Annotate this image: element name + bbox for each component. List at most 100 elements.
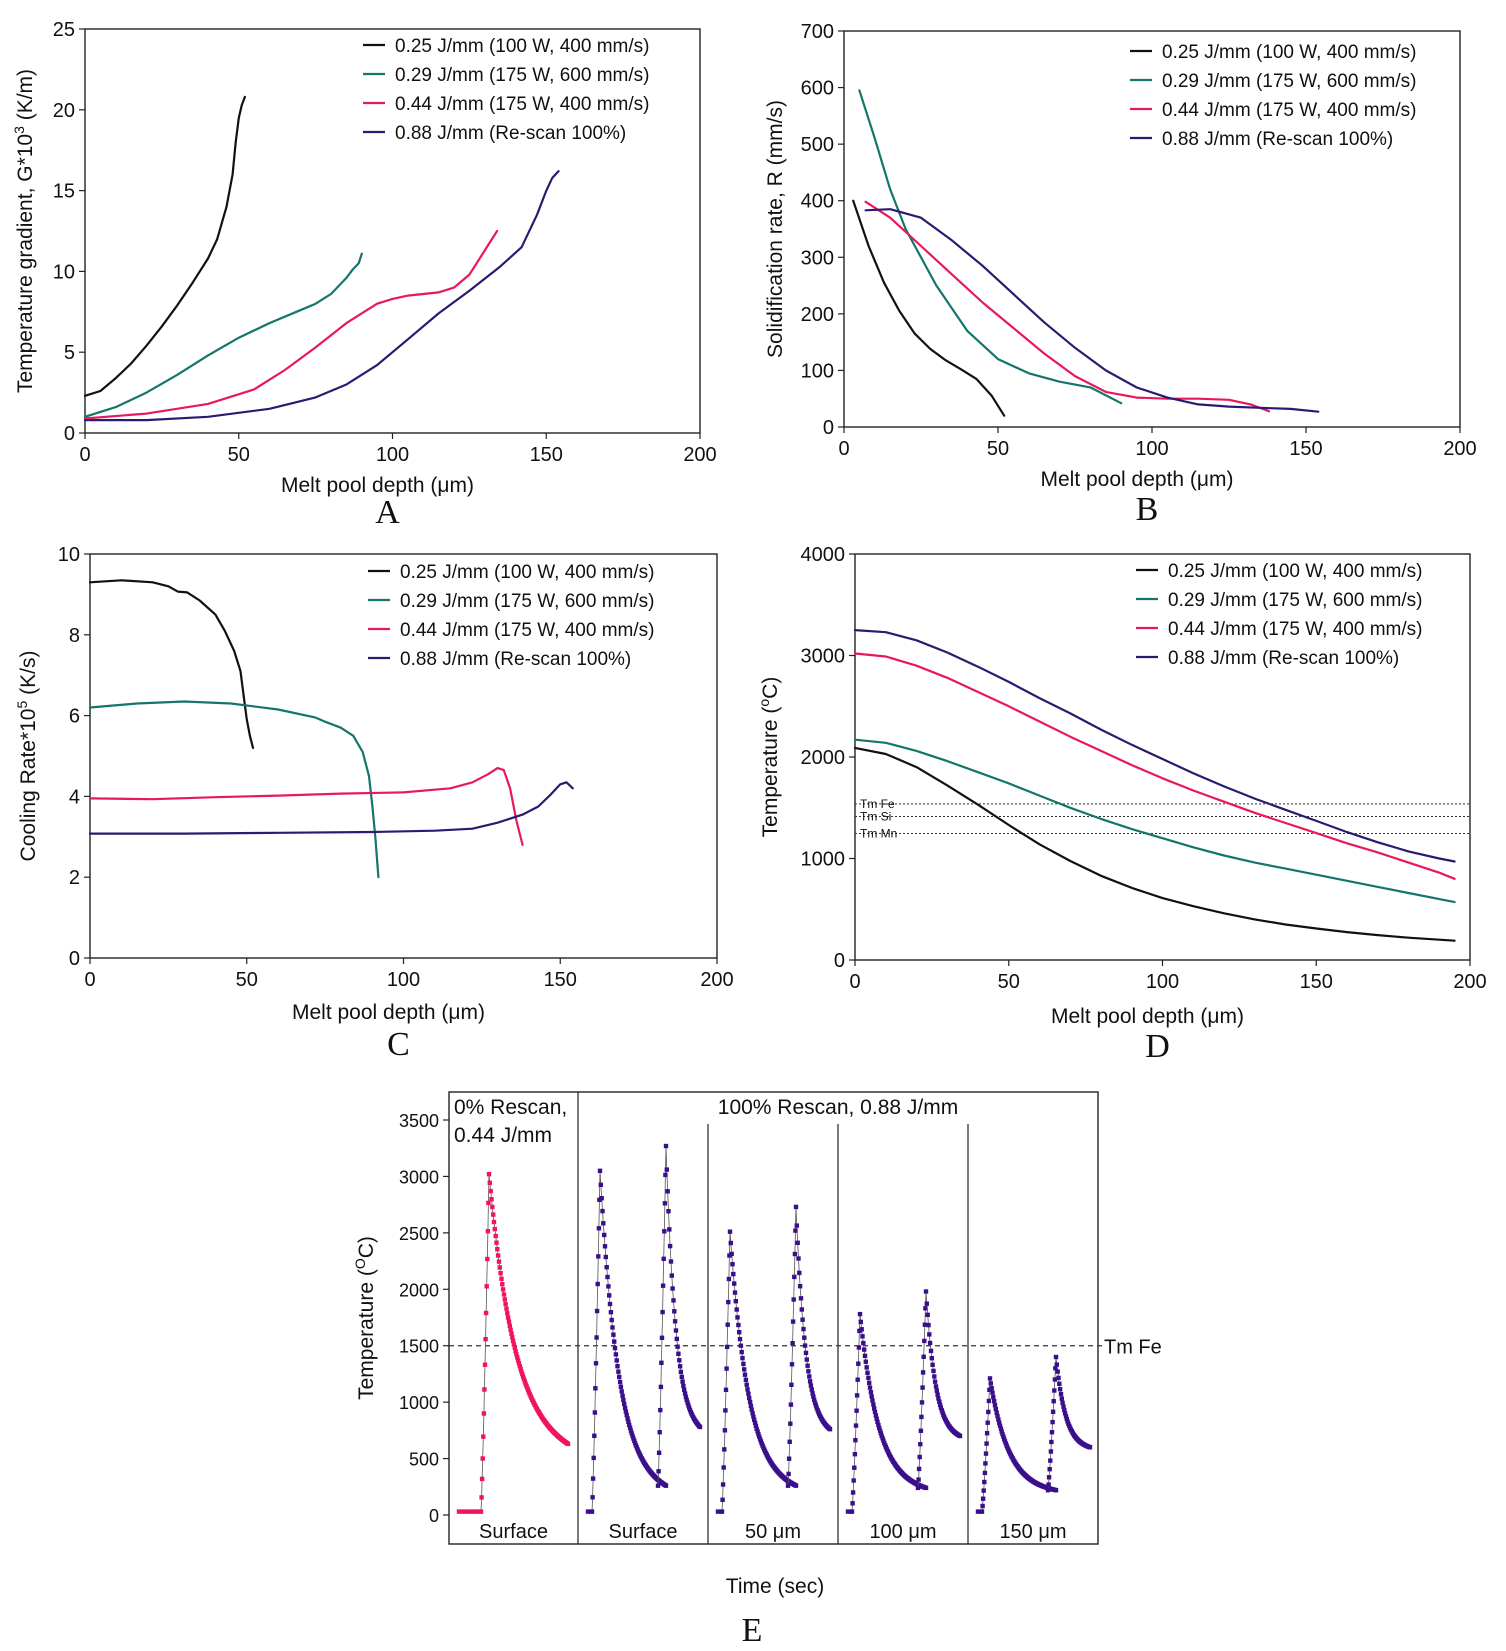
x-tick-label: 150 [1289, 438, 1322, 460]
trace-marker [1062, 1407, 1067, 1413]
trace-marker [597, 1197, 602, 1202]
y-tick-label: 3500 [399, 1111, 439, 1131]
trace-marker [747, 1399, 753, 1405]
y-tick-label: 3000 [801, 646, 846, 668]
trace-marker [729, 1251, 734, 1257]
trace-marker [858, 1319, 863, 1325]
trace-marker [738, 1343, 744, 1348]
trace-marker [801, 1326, 806, 1332]
trace-marker [1046, 1475, 1052, 1480]
panel-letter: A [375, 494, 400, 531]
x-tick-label: 200 [700, 969, 733, 991]
trace-marker [662, 1229, 667, 1234]
y-tick-label: 15 [53, 181, 75, 203]
trace-marker [1058, 1391, 1064, 1397]
trace-marker [605, 1274, 610, 1280]
legend-label: 0.44 J/mm (175 W, 400 mm/s) [1168, 619, 1422, 640]
trace-marker [665, 1189, 670, 1194]
trace-marker [939, 1408, 944, 1413]
trace-marker [1063, 1414, 1069, 1419]
trace-marker [984, 1431, 990, 1436]
legend-label: 0.44 J/mm (175 W, 400 mm/s) [400, 620, 654, 641]
trace-marker [745, 1387, 750, 1392]
legend-label: 0.25 J/mm (100 W, 400 mm/s) [395, 36, 649, 57]
trace-marker [479, 1495, 484, 1500]
trace-marker [792, 1274, 797, 1280]
y-tick-label: 10 [58, 544, 80, 566]
trace-marker [478, 1509, 484, 1514]
trace-marker [617, 1379, 623, 1385]
x-axis-label: Melt pool depth (μm) [292, 1001, 485, 1024]
trace-marker [681, 1383, 686, 1389]
series-line [853, 629, 1456, 863]
trace-marker [1048, 1458, 1053, 1463]
trace-marker [796, 1256, 801, 1261]
y-tick-label: 20 [53, 100, 75, 122]
trace-marker [1052, 1388, 1057, 1393]
trace-marker [862, 1347, 867, 1352]
y-tick-label: 300 [801, 247, 834, 269]
series-line [83, 252, 363, 418]
series-line [83, 229, 499, 420]
trace-marker [991, 1394, 996, 1400]
y-tick-label: 2000 [801, 747, 846, 769]
trace-marker [686, 1403, 691, 1408]
trace-marker [620, 1393, 625, 1398]
trace-marker [656, 1450, 662, 1455]
trace-marker [810, 1391, 815, 1396]
y-axis-label: Temperature gradient, G*103 (K/m) [11, 69, 37, 393]
trace-marker [792, 1251, 798, 1257]
trace-marker [655, 1483, 661, 1488]
trace-marker [984, 1441, 989, 1446]
trace-marker [667, 1227, 672, 1232]
trace-marker [756, 1431, 761, 1437]
trace-marker [1087, 1445, 1093, 1450]
x-axis-label: Melt pool depth (μm) [1051, 1005, 1244, 1028]
series-line [88, 781, 574, 835]
trace-marker [598, 1182, 603, 1187]
trace-marker [937, 1399, 942, 1404]
trace-marker [482, 1362, 488, 1367]
x-tick-label: 200 [683, 444, 716, 466]
trace-marker [986, 1409, 991, 1415]
trace-marker [670, 1286, 675, 1291]
legend-label: 0.29 J/mm (175 W, 600 mm/s) [1162, 71, 1416, 92]
legend-label: 0.44 J/mm (175 W, 400 mm/s) [1162, 100, 1416, 121]
trace-line [588, 1170, 667, 1512]
trace-marker [751, 1414, 756, 1419]
trace-marker [611, 1332, 616, 1337]
trace-marker [997, 1423, 1003, 1428]
trace-marker [793, 1228, 798, 1233]
trace-marker [697, 1424, 703, 1430]
y-tick-label: 2500 [399, 1224, 439, 1244]
y-tick-label: 0 [823, 417, 834, 439]
trace-marker [599, 1196, 604, 1201]
trace-marker [618, 1384, 624, 1389]
trace-marker [922, 1322, 928, 1327]
trace-marker [799, 1307, 804, 1312]
trace-marker [724, 1344, 730, 1350]
trace-marker [814, 1405, 819, 1410]
trace-marker [805, 1363, 810, 1368]
trace-marker [808, 1383, 814, 1388]
trace-marker [591, 1455, 596, 1461]
trace-marker [935, 1392, 940, 1397]
trace-marker [855, 1377, 860, 1382]
trace-marker [861, 1340, 866, 1346]
trace-marker [880, 1436, 885, 1441]
trace-marker [484, 1284, 489, 1289]
trace-marker [1049, 1430, 1055, 1435]
trace-marker [625, 1416, 630, 1421]
reference-line-label: Tm Fe [860, 797, 895, 811]
x-tick-label: 0 [79, 444, 90, 466]
y-tick-label: 400 [801, 191, 834, 213]
trace-marker [722, 1447, 727, 1452]
y-tick-label: 0 [429, 1506, 439, 1526]
trace-marker [852, 1452, 858, 1457]
x-tick-label: 100 [387, 969, 420, 991]
trace-marker [597, 1168, 603, 1173]
trace-marker [999, 1429, 1004, 1434]
series-line [853, 652, 1456, 880]
trace-marker [881, 1438, 886, 1443]
trace-marker [879, 1433, 884, 1439]
